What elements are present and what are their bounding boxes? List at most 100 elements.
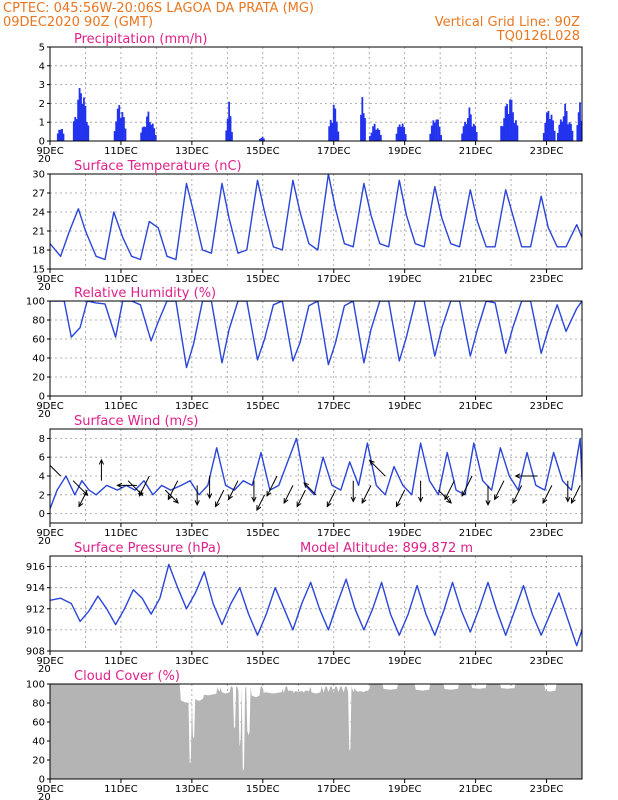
precip-bar bbox=[261, 136, 264, 141]
x-tick-label: 19DEC bbox=[388, 146, 422, 157]
panel-title: Surface Temperature (nC) bbox=[74, 159, 242, 174]
precip-bar bbox=[501, 126, 504, 141]
y-tick-label: 0 bbox=[39, 509, 45, 520]
wind-vector bbox=[256, 494, 266, 511]
wind-arrowhead bbox=[266, 490, 272, 497]
panel-cloud-cover: 0 20 40 60 80 100 9DEC 11DEC 13DEC 15DEC 17DEC 19DE… bbox=[26, 669, 583, 800]
precip-bar bbox=[577, 112, 580, 141]
panel-title: Cloud Cover (%) bbox=[74, 669, 180, 684]
precip-bar bbox=[464, 121, 466, 141]
y-tick-label: 2 bbox=[39, 490, 45, 501]
wind-arrowhead bbox=[418, 496, 424, 503]
precip-bar bbox=[579, 102, 581, 141]
x-tick-label: 21DEC bbox=[459, 784, 493, 795]
x-tick-label: 11DEC bbox=[104, 784, 138, 795]
plot-area bbox=[50, 563, 582, 647]
precip-bar bbox=[150, 124, 153, 141]
wind-arrowhead bbox=[570, 497, 576, 504]
precip-bar bbox=[78, 87, 81, 141]
wind-arrowhead bbox=[194, 500, 200, 507]
precip-bar bbox=[143, 126, 145, 141]
precip-bar bbox=[332, 104, 335, 141]
precip-bar bbox=[228, 101, 231, 141]
precip-bar bbox=[259, 138, 261, 141]
wind-arrowhead bbox=[326, 501, 332, 508]
x-tick-label: 19DEC bbox=[388, 656, 422, 667]
wind-arrowhead bbox=[350, 496, 356, 503]
precip-bar bbox=[471, 126, 474, 141]
plot-area bbox=[56, 87, 582, 141]
precip-bar bbox=[468, 107, 471, 141]
wind-arrowhead bbox=[494, 494, 499, 501]
precip-bar bbox=[506, 104, 508, 141]
x-tick-label: 15DEC bbox=[246, 656, 280, 667]
precip-bar bbox=[119, 118, 122, 141]
wind-vector bbox=[72, 480, 88, 496]
panel-title: Surface Wind (m/s) bbox=[74, 414, 198, 429]
wind-arrowhead bbox=[215, 501, 220, 508]
precip-bar bbox=[570, 123, 572, 141]
series-line bbox=[50, 174, 582, 261]
wind-vector bbox=[303, 482, 317, 496]
precip-bar bbox=[231, 132, 233, 141]
precip-bar bbox=[565, 111, 568, 141]
panel-humidity: 0 20 40 60 80 100 9DEC 11DEC 13DEC 15DEC 17DEC 19DE… bbox=[26, 286, 583, 420]
y-tick-label: 3 bbox=[39, 80, 45, 91]
wind-vector bbox=[369, 460, 386, 477]
x-tick-label: 17DEC bbox=[317, 528, 351, 539]
precip-bar bbox=[432, 120, 435, 141]
header-model-id: TQ0126L028 bbox=[496, 29, 580, 44]
panel-pressure: 908 910 912 914 916 9DEC 11DEC 13DEC 15DEC 17DEC 1… bbox=[26, 541, 583, 675]
y-tick-label: 60 bbox=[32, 718, 45, 729]
wind-arrowhead bbox=[361, 497, 367, 504]
plot-area bbox=[50, 437, 582, 512]
precip-bar bbox=[561, 121, 564, 141]
precip-bar bbox=[75, 119, 78, 141]
x-year-label: 20 bbox=[38, 792, 51, 800]
x-tick-label: 11DEC bbox=[104, 401, 138, 412]
precip-bar bbox=[564, 103, 567, 141]
precip-bar bbox=[580, 120, 582, 141]
y-tick-label: 80 bbox=[32, 316, 45, 327]
x-tick-label: 15DEC bbox=[246, 146, 280, 157]
precip-bar bbox=[370, 132, 373, 141]
precip-bar bbox=[263, 138, 265, 141]
x-tick-label: 23DEC bbox=[530, 401, 564, 412]
x-tick-label: 21DEC bbox=[459, 146, 493, 157]
precip-bar bbox=[504, 106, 507, 141]
precip-bar bbox=[225, 130, 228, 141]
series-line bbox=[50, 301, 582, 369]
x-tick-label: 17DEC bbox=[317, 274, 351, 285]
precip-bar bbox=[397, 127, 399, 141]
y-tick-label: 4 bbox=[39, 61, 45, 72]
precip-bar bbox=[576, 125, 579, 141]
x-tick-label: 15DEC bbox=[246, 528, 280, 539]
y-tick-label: 80 bbox=[32, 699, 45, 710]
wind-arrowhead bbox=[446, 497, 452, 504]
panel-subtitle: Model Altitude: 899.872 m bbox=[300, 541, 473, 556]
wind-arrowhead bbox=[512, 497, 518, 504]
precip-bar bbox=[56, 133, 59, 141]
precip-bar bbox=[260, 138, 263, 141]
wind-vector bbox=[444, 480, 455, 500]
x-tick-label: 11DEC bbox=[104, 274, 138, 285]
x-tick-label: 15DEC bbox=[246, 784, 280, 795]
precip-bar bbox=[553, 130, 556, 141]
wind-arrowhead bbox=[542, 497, 548, 504]
x-tick-label: 23DEC bbox=[530, 146, 564, 157]
precip-bar bbox=[515, 120, 517, 141]
x-tick-label: 21DEC bbox=[459, 401, 493, 412]
precip-bar bbox=[375, 129, 378, 141]
x-tick-label: 13DEC bbox=[175, 528, 209, 539]
y-tick-label: 2 bbox=[39, 99, 45, 110]
precip-bar bbox=[440, 135, 443, 141]
wind-arrowhead bbox=[461, 490, 467, 497]
wind-arrowhead bbox=[565, 496, 571, 503]
panel-frame bbox=[49, 555, 583, 652]
precip-bar bbox=[115, 121, 118, 141]
precip-bar bbox=[373, 123, 376, 141]
panel-title: Surface Pressure (hPa) bbox=[74, 541, 221, 556]
y-tick-label: 6 bbox=[39, 453, 45, 464]
wind-vector bbox=[396, 489, 406, 507]
precip-bar bbox=[121, 112, 124, 141]
